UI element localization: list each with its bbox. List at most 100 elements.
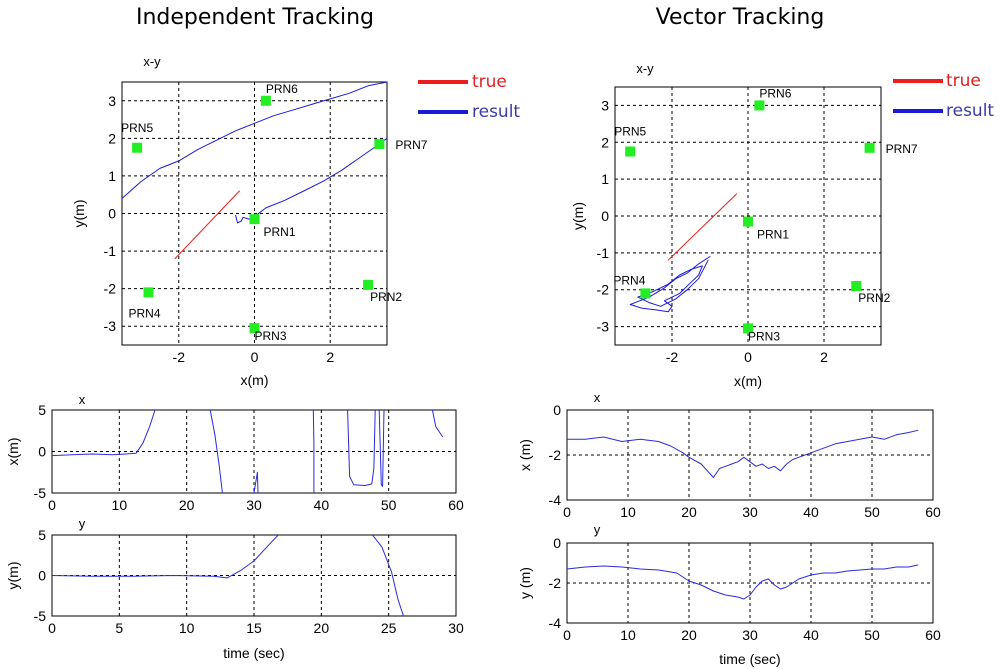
y-tick-label: 0 (601, 208, 609, 224)
series-layer (629, 193, 738, 313)
series-layer (567, 429, 919, 478)
y-tick-label: -2 (549, 575, 562, 591)
x-axis-label: x(m) (241, 372, 269, 388)
series-x-line (378, 410, 385, 487)
satellite-label-prn4: PRN4 (129, 306, 161, 320)
satellite-marker-prn3 (743, 323, 753, 334)
x-tick-label: 10 (620, 504, 636, 520)
satellite-label-prn7: PRN7 (886, 142, 918, 156)
y-axis-label: x(m) (5, 438, 21, 466)
satellite-label-prn2: PRN2 (858, 291, 890, 305)
chart-title: x-y (636, 61, 654, 76)
satellite-label-prn3: PRN3 (255, 329, 287, 343)
y-tick-label: -5 (34, 485, 47, 501)
y-tick-label: 0 (38, 568, 46, 584)
x-tick-label: 2 (820, 349, 828, 365)
satellite-marker-prn7 (864, 142, 875, 153)
x-tick-label: 50 (864, 504, 880, 520)
chart-title: x-y (143, 54, 161, 69)
x-tick-label: 60 (448, 497, 464, 513)
satellite-label-prn5: PRN5 (614, 125, 646, 139)
satellite-marker-prn6 (754, 100, 765, 111)
legend-left-true-label: true (472, 72, 507, 92)
y-axis-label: y(m) (570, 202, 586, 230)
x-tick-label: 10 (112, 497, 128, 513)
x-tick-label: 40 (314, 497, 330, 513)
y-tick-label: 1 (108, 168, 116, 184)
y-tick-label: 0 (108, 206, 116, 222)
legend-left: true result (418, 72, 520, 122)
legend-right-true-label: true (946, 71, 981, 91)
y-tick-label: 0 (38, 444, 46, 460)
y-axis-label: y (m) (517, 567, 533, 599)
y-axis-label: y(m) (5, 562, 21, 590)
satellite-marker-prn6 (260, 95, 271, 106)
chart-title: x (79, 392, 86, 407)
satellite-marker-prn3 (249, 323, 260, 334)
x-tick-label: 20 (681, 504, 697, 520)
x-tick-label: 10 (620, 627, 636, 643)
y-tick-label: -2 (104, 281, 117, 297)
series-x-line (312, 410, 315, 493)
x-tick-label: -2 (173, 349, 186, 365)
x-axis-label: time (sec) (719, 651, 780, 667)
y-tick-label: -5 (34, 608, 47, 624)
x-tick-label: 0 (48, 497, 56, 513)
x-tick-label: 40 (803, 627, 819, 643)
legend-right-result-label: result (946, 101, 994, 121)
y-tick-label: -1 (597, 245, 610, 261)
x-tick-label: 30 (246, 497, 262, 513)
satellite-marker-prn1 (249, 214, 260, 225)
satellite-label-prn3: PRN3 (748, 329, 780, 343)
series-layer (52, 410, 443, 493)
x-tick-label: 25 (381, 620, 397, 636)
satellite-label-prn2: PRN2 (370, 290, 402, 304)
satellite-label-prn6: PRN6 (759, 86, 791, 100)
series-true-line (174, 190, 240, 260)
y-tick-label: 0 (553, 535, 561, 551)
series-x-line (52, 410, 156, 457)
series-x-line (209, 410, 223, 493)
satellite-marker-prn2 (363, 279, 374, 290)
satellite-marker-prn2 (851, 281, 862, 292)
x-tick-label: -2 (666, 349, 679, 365)
satellite-label-prn4: PRN4 (613, 273, 645, 287)
y-tick-label: 3 (601, 97, 609, 113)
x-axis-label: x(m) (734, 373, 762, 389)
x-tick-label: 40 (803, 504, 819, 520)
chart-vec-y: 0 10 20 30 40 50 60 -4 -2 0 y time (sec) y (m) (517, 522, 941, 667)
y-tick-label: 2 (601, 134, 609, 150)
x-tick-label: 50 (864, 627, 880, 643)
x-tick-label: 30 (448, 620, 464, 636)
satellite-marker-prn5 (132, 142, 143, 153)
y-tick-label: 0 (553, 402, 561, 418)
satellite-marker-prn1 (743, 216, 753, 227)
y-tick-label: -4 (549, 492, 562, 508)
series-y-line (52, 535, 279, 579)
x-tick-label: 0 (744, 349, 752, 365)
satellite-marker-prn5 (625, 146, 636, 157)
series-result-line (629, 256, 711, 313)
x-tick-label: 30 (742, 627, 758, 643)
y-tick-label: -4 (549, 615, 562, 631)
x-tick-label: 0 (48, 620, 56, 636)
series-result-line (122, 82, 387, 199)
x-tick-label: 60 (925, 627, 941, 643)
y-tick-label: -1 (104, 243, 117, 259)
y-tick-label: 1 (601, 171, 609, 187)
satellite-label-prn6: PRN6 (266, 82, 298, 96)
x-tick-label: 20 (314, 620, 330, 636)
left-panel-title: Independent Tracking (136, 5, 374, 30)
x-tick-label: 0 (563, 504, 571, 520)
satellite-marker-prn4 (640, 288, 651, 299)
satellite-marker-prn4 (143, 287, 154, 298)
series-x-line (567, 429, 919, 478)
y-tick-label: 3 (108, 93, 116, 109)
legend-left-result-label: result (472, 102, 520, 122)
x-tick-label: 60 (925, 504, 941, 520)
x-tick-label: 15 (246, 620, 262, 636)
y-axis-label: x (m) (517, 439, 533, 471)
x-tick-label: 20 (179, 497, 195, 513)
